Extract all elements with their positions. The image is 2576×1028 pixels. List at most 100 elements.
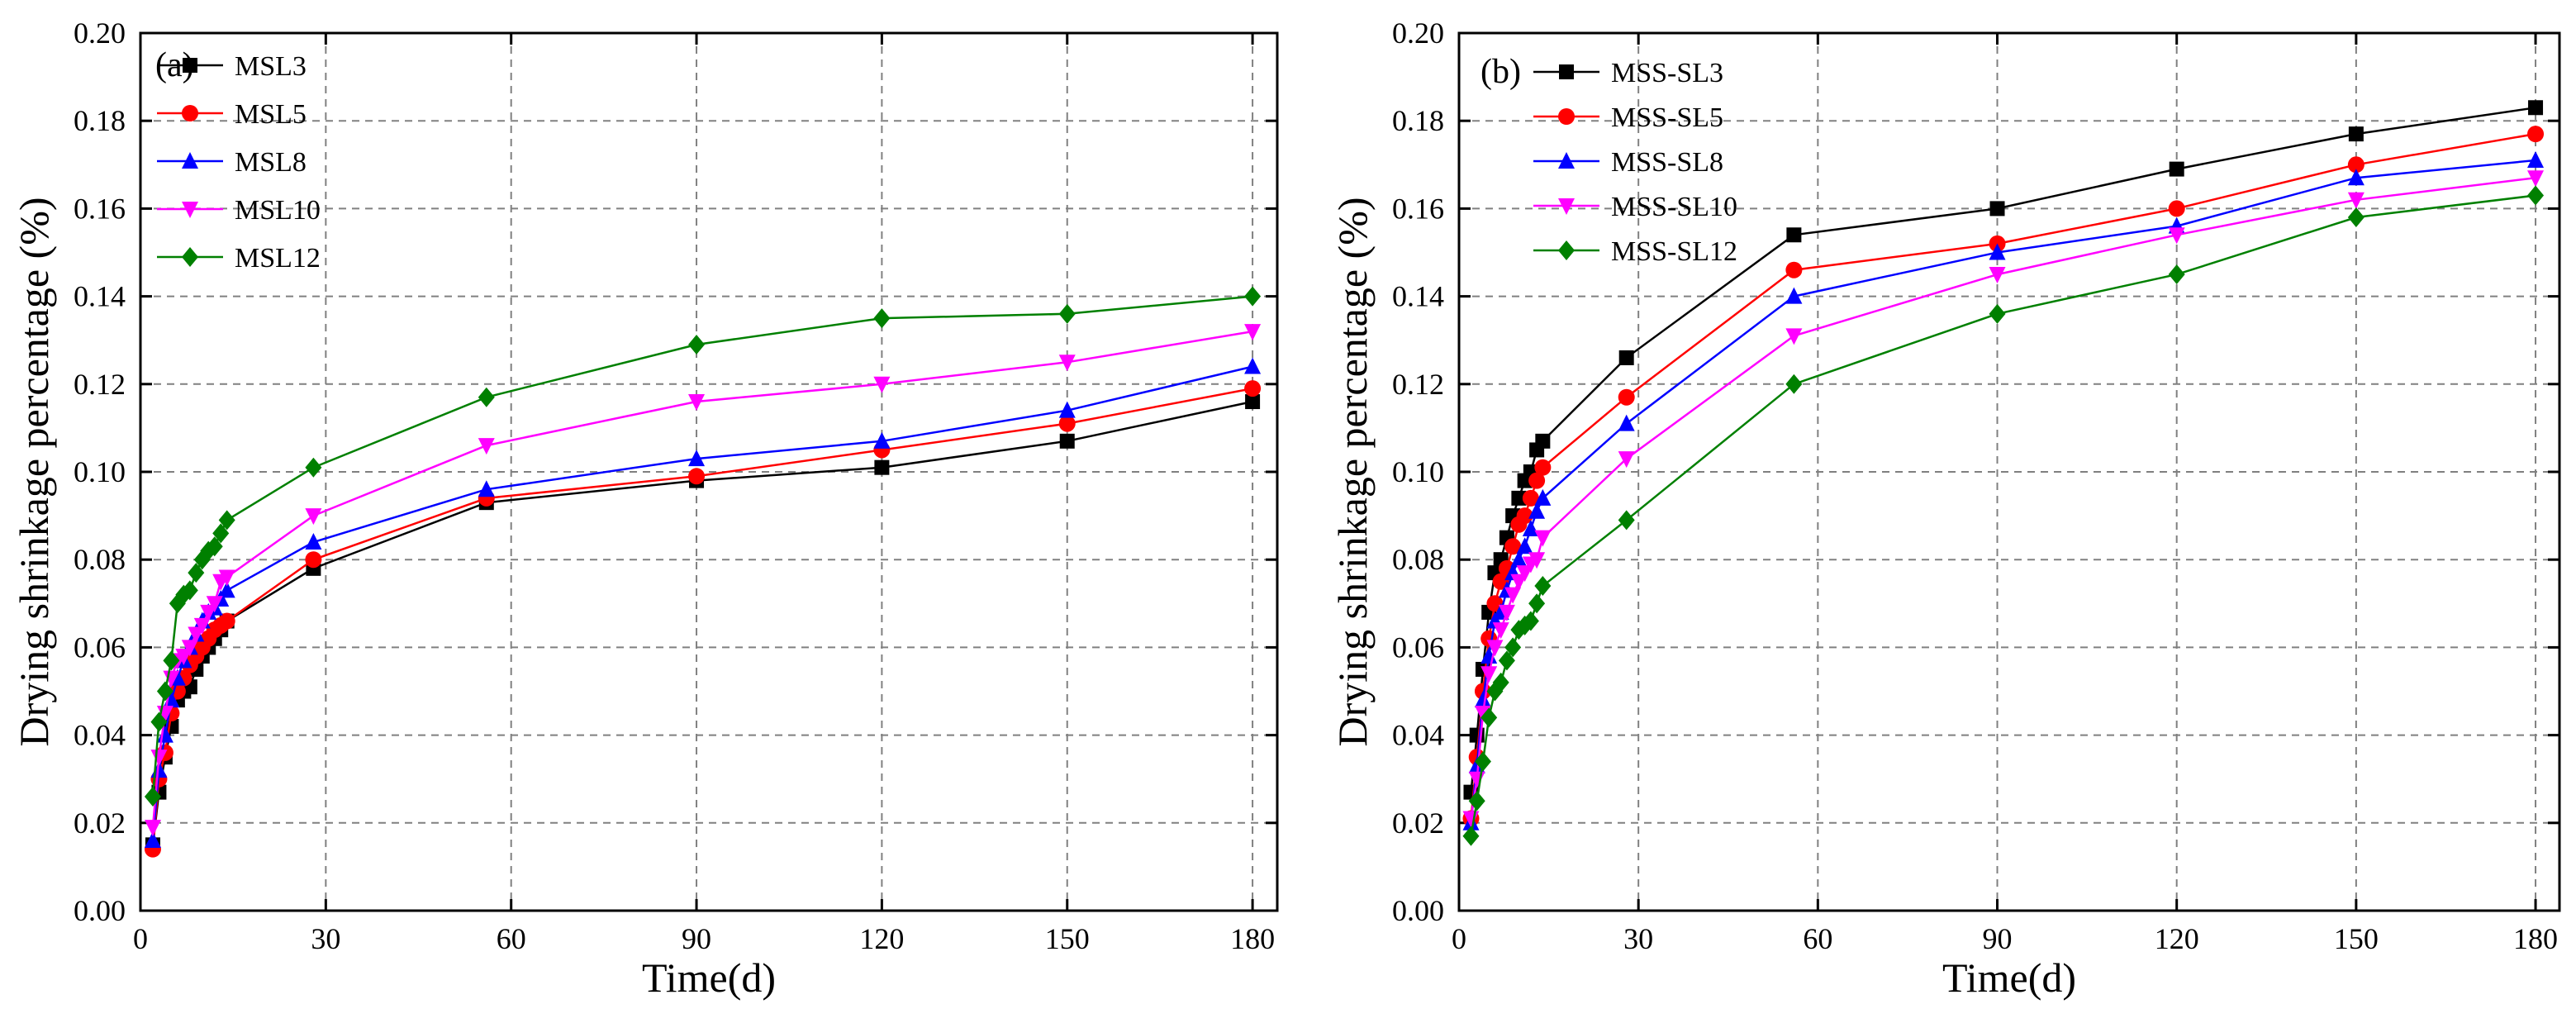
data-point	[1989, 243, 2006, 260]
series-msl12	[144, 286, 1262, 807]
series-mss-sl5	[1462, 126, 2545, 827]
data-point	[175, 649, 192, 666]
data-point	[1528, 502, 1546, 519]
data-point	[2347, 192, 2365, 209]
y-tick-label: 0.04	[1392, 719, 1444, 752]
data-point	[1244, 357, 1262, 374]
data-point	[1785, 261, 1803, 278]
data-point	[1059, 433, 1075, 449]
axis-ticks: 0 30 60 90 120 150 180 0.00 0.02 0.04 0.06 0.08 0.10…	[74, 17, 1277, 955]
data-point	[188, 626, 205, 644]
y-tick-label: 0.00	[74, 894, 126, 927]
x-axis-title: Time(d)	[1942, 954, 2076, 1001]
data-point	[1989, 267, 2006, 284]
data-point	[150, 712, 168, 732]
data-point	[206, 596, 223, 613]
series-msl8	[144, 357, 1262, 849]
data-point	[1522, 520, 1539, 537]
y-tick-label: 0.00	[1392, 894, 1444, 927]
y-axis-title: Drying shrinkage percentage (%)	[11, 198, 57, 747]
x-tick-label: 90	[682, 922, 711, 955]
data-point	[144, 820, 161, 837]
data-point	[873, 431, 891, 449]
data-point	[2168, 227, 2185, 245]
data-point	[1498, 650, 1515, 671]
data-point	[1504, 587, 1522, 604]
x-tick-label: 0	[133, 922, 148, 955]
series-line	[1470, 176, 2536, 819]
data-point	[1510, 573, 1528, 591]
data-point	[2168, 264, 2185, 285]
legend-item: MSS-SL3	[1533, 58, 1723, 88]
data-point	[1480, 707, 1498, 728]
x-tick-label: 60	[1803, 922, 1832, 955]
data-point	[1618, 388, 1635, 406]
data-point	[1244, 286, 1262, 307]
data-point	[2168, 200, 2185, 217]
legend-label: MSL3	[235, 51, 307, 82]
data-point	[1504, 538, 1522, 555]
data-point	[1058, 401, 1076, 418]
data-point	[873, 376, 891, 393]
legend-marker	[1558, 152, 1575, 169]
data-point	[2527, 185, 2545, 206]
data-point	[206, 536, 223, 557]
data-point	[305, 508, 322, 526]
x-tick-label: 30	[311, 922, 340, 955]
grid-lines	[140, 33, 1277, 911]
data-point	[1474, 751, 1491, 772]
data-point	[1480, 666, 1498, 683]
y-tick-label: 0.18	[1392, 104, 1444, 137]
legend-item: MSS-SL12	[1533, 236, 1737, 267]
data-point	[1618, 451, 1635, 469]
data-point	[1504, 637, 1522, 658]
legend-item: MSL3	[157, 51, 307, 82]
data-point	[1534, 576, 1552, 597]
data-point	[200, 604, 217, 621]
data-point	[2527, 126, 2545, 143]
x-tick-label: 120	[2155, 922, 2199, 955]
y-tick-label: 0.06	[74, 631, 126, 664]
legend-marker	[1558, 198, 1575, 215]
legend-marker	[182, 247, 198, 267]
data-point	[1244, 380, 1262, 397]
panel-label: (b)	[1480, 53, 1521, 91]
legend: MSL3 MSL5 MSL8 MSL10 MSL12	[157, 51, 321, 274]
data-point	[873, 308, 891, 329]
x-tick-label: 150	[2334, 922, 2379, 955]
data-point	[1474, 691, 1491, 708]
data-point	[150, 750, 168, 767]
legend-marker	[1558, 240, 1575, 260]
data-point	[1244, 324, 1262, 341]
data-point	[688, 468, 706, 485]
data-point	[1511, 490, 1527, 506]
legend-label: MSL8	[235, 147, 307, 178]
data-point	[1245, 394, 1261, 410]
data-point	[2527, 170, 2545, 188]
x-tick-label: 60	[497, 922, 526, 955]
data-point	[1534, 459, 1552, 476]
data-point	[1618, 414, 1635, 431]
legend-marker	[182, 152, 198, 169]
legend-label: MSL10	[235, 195, 321, 226]
y-tick-label: 0.20	[1392, 17, 1444, 50]
data-point	[181, 580, 198, 601]
data-point	[212, 523, 230, 544]
legend-label: MSL5	[235, 99, 307, 130]
legend-label: MSS-SL3	[1611, 58, 1723, 88]
y-tick-label: 0.20	[74, 17, 126, 50]
legend-label: MSS-SL10	[1611, 192, 1737, 222]
data-point	[1522, 611, 1539, 631]
x-tick-label: 30	[1623, 922, 1653, 955]
legend-item: MSS-SL5	[1533, 102, 1723, 133]
data-point	[193, 617, 211, 635]
x-axis-title: Time(d)	[642, 954, 776, 1001]
data-point	[2527, 150, 2545, 168]
series-msl5	[144, 380, 1262, 858]
x-tick-label: 90	[1983, 922, 2013, 955]
data-point	[1785, 287, 1803, 304]
data-point	[688, 450, 706, 467]
series-mss-sl12	[1462, 185, 2545, 846]
data-point	[1058, 355, 1076, 372]
